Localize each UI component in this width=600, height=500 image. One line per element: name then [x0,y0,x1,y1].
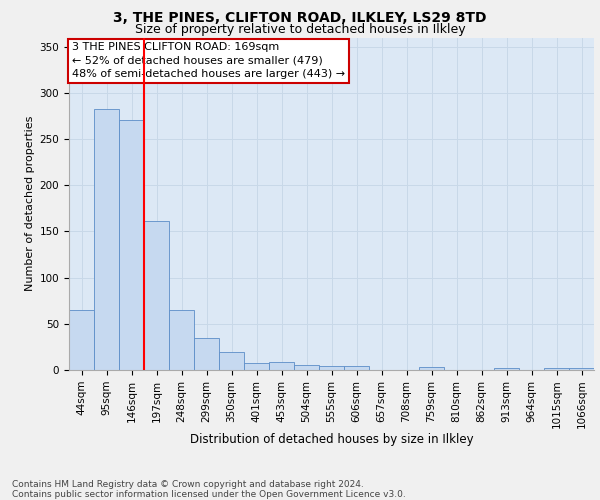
Bar [119,120,144,370]
Bar [319,366,344,370]
Bar [194,338,219,370]
Text: 3, THE PINES, CLIFTON ROAD, ILKLEY, LS29 8TD: 3, THE PINES, CLIFTON ROAD, ILKLEY, LS29… [113,11,487,25]
Bar [294,366,319,370]
Bar [569,368,594,370]
Text: Contains HM Land Registry data © Crown copyright and database right 2024.
Contai: Contains HM Land Registry data © Crown c… [12,480,406,499]
Text: 3 THE PINES CLIFTON ROAD: 169sqm
← 52% of detached houses are smaller (479)
48% : 3 THE PINES CLIFTON ROAD: 169sqm ← 52% o… [71,42,345,79]
Bar [144,222,169,370]
Text: Size of property relative to detached houses in Ilkley: Size of property relative to detached ho… [134,22,466,36]
Bar [269,362,294,370]
Bar [169,310,194,370]
Bar [244,362,269,370]
Bar [419,367,444,370]
Bar [344,366,369,370]
Bar [544,368,569,370]
Bar [219,352,244,370]
Bar [69,310,94,370]
Y-axis label: Number of detached properties: Number of detached properties [25,116,35,292]
Bar [494,368,519,370]
Bar [94,108,119,370]
X-axis label: Distribution of detached houses by size in Ilkley: Distribution of detached houses by size … [190,432,473,446]
